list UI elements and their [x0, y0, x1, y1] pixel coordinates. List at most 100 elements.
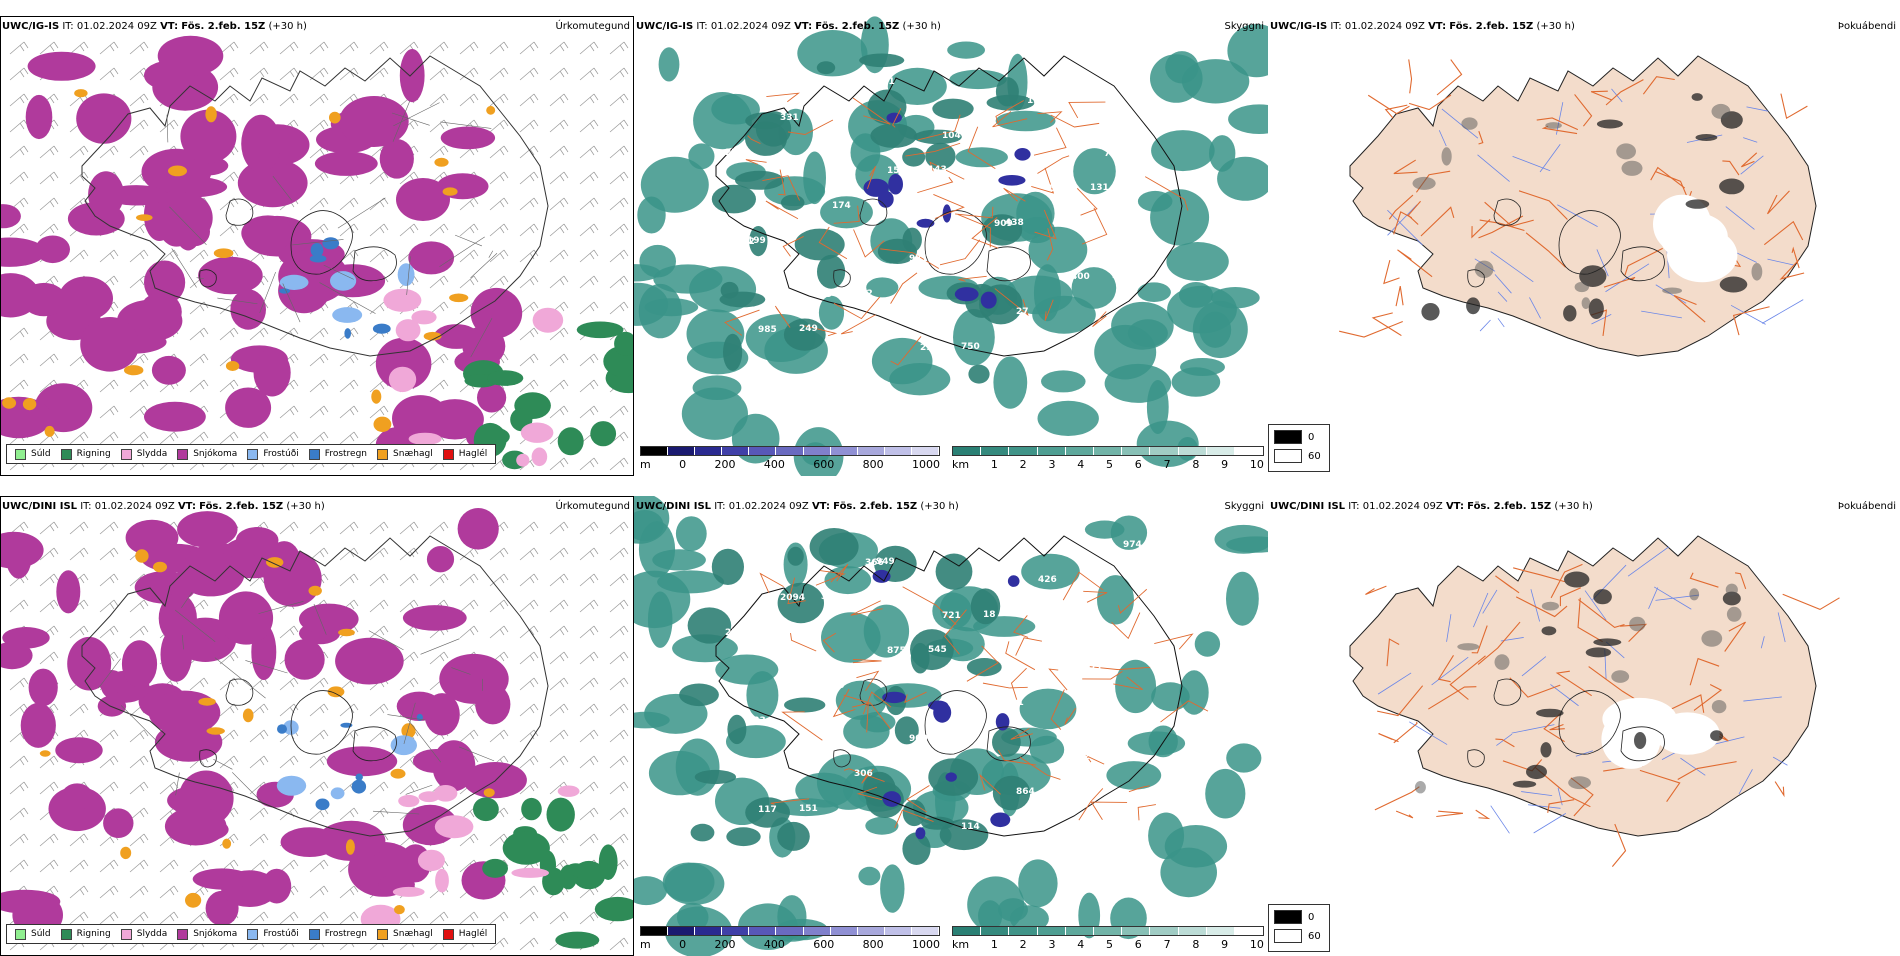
- height-bar-tick: 1000: [912, 938, 940, 951]
- fog-map: [1268, 16, 1900, 476]
- visibility-label: 545: [928, 645, 947, 655]
- visibility-bar-cell: [1179, 447, 1207, 455]
- height-bar-cell: [804, 927, 831, 935]
- visibility-bar-tick: 7: [1164, 458, 1171, 471]
- visibility-bar-tick: 5: [1106, 938, 1113, 951]
- vt-label: VT:: [1446, 501, 1464, 512]
- height-bar-unit: m: [640, 458, 651, 471]
- it-value: 01.02.2024 09Z: [729, 501, 809, 512]
- visibility-bar-cell: [1009, 447, 1037, 455]
- visibility-label: 236: [725, 628, 744, 638]
- legend-item: Frostúði: [247, 929, 298, 940]
- legend-swatch: [377, 449, 388, 460]
- visibility-bar-unit: km: [952, 458, 969, 471]
- legend-label: Haglél: [459, 929, 488, 939]
- visibility-bar-cell: [1122, 927, 1150, 935]
- it-label: IT:: [714, 501, 725, 512]
- height-bar-tick: 400: [764, 458, 785, 471]
- legend-swatch: [15, 929, 26, 940]
- legend-label: Snjókoma: [193, 929, 237, 939]
- panel-title: Skyggni: [1224, 21, 1264, 32]
- legend-item: Frostúði: [247, 449, 298, 460]
- legend-item: Haglél: [443, 929, 488, 940]
- legend-label: Frostúði: [263, 449, 298, 459]
- panel-header: UWC/DINI ISL IT: 01.02.2024 09Z VT: Fös.…: [636, 501, 959, 512]
- panel-header: UWC/DINI ISL IT: 01.02.2024 09Z VT: Fös.…: [1270, 501, 1593, 512]
- fog-panel-top: UWC/IG-IS IT: 01.02.2024 09Z VT: Fös. 2.…: [1268, 16, 1900, 476]
- visibility-bar-cell: [1122, 447, 1150, 455]
- vt-label: VT:: [812, 501, 830, 512]
- fog-key-swatch: [1274, 910, 1302, 924]
- visibility-bar-tick: 8: [1192, 938, 1199, 951]
- visibility-label: 974: [1123, 540, 1142, 550]
- visibility-label: 104: [942, 131, 961, 141]
- vt-label: VT:: [160, 21, 178, 32]
- legend-label: Rigning: [77, 929, 111, 939]
- offset-label: (+30 h): [286, 501, 324, 512]
- legend-label: Frostúði: [263, 929, 298, 939]
- legend-label: Súld: [31, 449, 51, 459]
- legend-item: Haglél: [443, 449, 488, 460]
- visibility-bar-cell: [1235, 927, 1263, 935]
- height-bar-cell: [722, 447, 749, 455]
- height-bar-tick: 200: [714, 938, 735, 951]
- height-bar-tick: 600: [813, 938, 834, 951]
- visibility-bar-cell: [1179, 927, 1207, 935]
- visibility-label: 683: [813, 290, 832, 300]
- legend-swatch: [443, 929, 454, 940]
- panel-title: Þokuábendi: [1838, 21, 1896, 32]
- fog-panel-bottom: UWC/DINI ISL IT: 01.02.2024 09Z VT: Fös.…: [1268, 496, 1900, 956]
- visibility-label: 16: [865, 78, 878, 88]
- fog-key-label: 0: [1308, 432, 1314, 443]
- panel-title: Úrkomutegund: [555, 21, 630, 32]
- model-name: UWC/IG-IS: [1270, 21, 1327, 32]
- it-label: IT:: [80, 501, 91, 512]
- visibility-label: 750: [961, 342, 980, 352]
- offset-label: (+30 h): [1536, 21, 1574, 32]
- fog-key-label: 0: [1308, 912, 1314, 923]
- visibility-bar-cell: [1094, 927, 1122, 935]
- model-name: UWC/IG-IS: [636, 21, 693, 32]
- visibility-bar-cell: [1150, 927, 1178, 935]
- height-bar-cell: [912, 447, 939, 455]
- it-value: 01.02.2024 09Z: [1345, 21, 1425, 32]
- vt-label: VT:: [1428, 21, 1446, 32]
- visibility-label: 306: [854, 769, 873, 779]
- vt-value: Fös. 2.feb. 15Z: [1467, 501, 1551, 512]
- visibility-label: 221: [725, 148, 744, 158]
- visibility-bar-cell: [1009, 927, 1037, 935]
- vt-label: VT:: [178, 501, 196, 512]
- visibility-bar-tick: 3: [1048, 938, 1055, 951]
- fog-key-swatch: [1274, 929, 1302, 943]
- fog-key-swatch: [1274, 449, 1302, 463]
- fog-key-row: 0: [1274, 910, 1324, 924]
- visibility-label: 528: [983, 130, 1002, 140]
- legend-item: Súld: [15, 449, 51, 460]
- visibility-label: 60: [1123, 60, 1136, 70]
- visibility-bar-tick: 7: [1164, 938, 1171, 951]
- offset-label: (+30 h): [268, 21, 306, 32]
- visibility-panel-bottom: UWC/DINI ISL IT: 01.02.2024 09Z VT: Fös.…: [634, 496, 1268, 956]
- visibility-bar-cell: [1150, 447, 1178, 455]
- legend-swatch: [177, 929, 188, 940]
- visibility-bar-tick: 6: [1135, 938, 1142, 951]
- visibility-label: 380: [821, 592, 840, 602]
- offset-label: (+30 h): [902, 21, 940, 32]
- visibility-label: 117: [758, 805, 777, 815]
- visibility-label: 331: [780, 113, 799, 123]
- legend-swatch: [247, 929, 258, 940]
- visibility-bar-tick: 5: [1106, 458, 1113, 471]
- legend-item: Slydda: [121, 929, 167, 940]
- legend-swatch: [309, 929, 320, 940]
- height-bar-cells: [640, 446, 940, 456]
- visibility-bar-cell: [1207, 927, 1235, 935]
- legend-item: Snjókoma: [177, 929, 237, 940]
- visibility-bar-tick: 1: [991, 938, 998, 951]
- height-bar-cell: [668, 927, 695, 935]
- legend-swatch: [443, 449, 454, 460]
- visibility-label: 159: [887, 166, 906, 176]
- visibility-bar-cell: [953, 447, 981, 455]
